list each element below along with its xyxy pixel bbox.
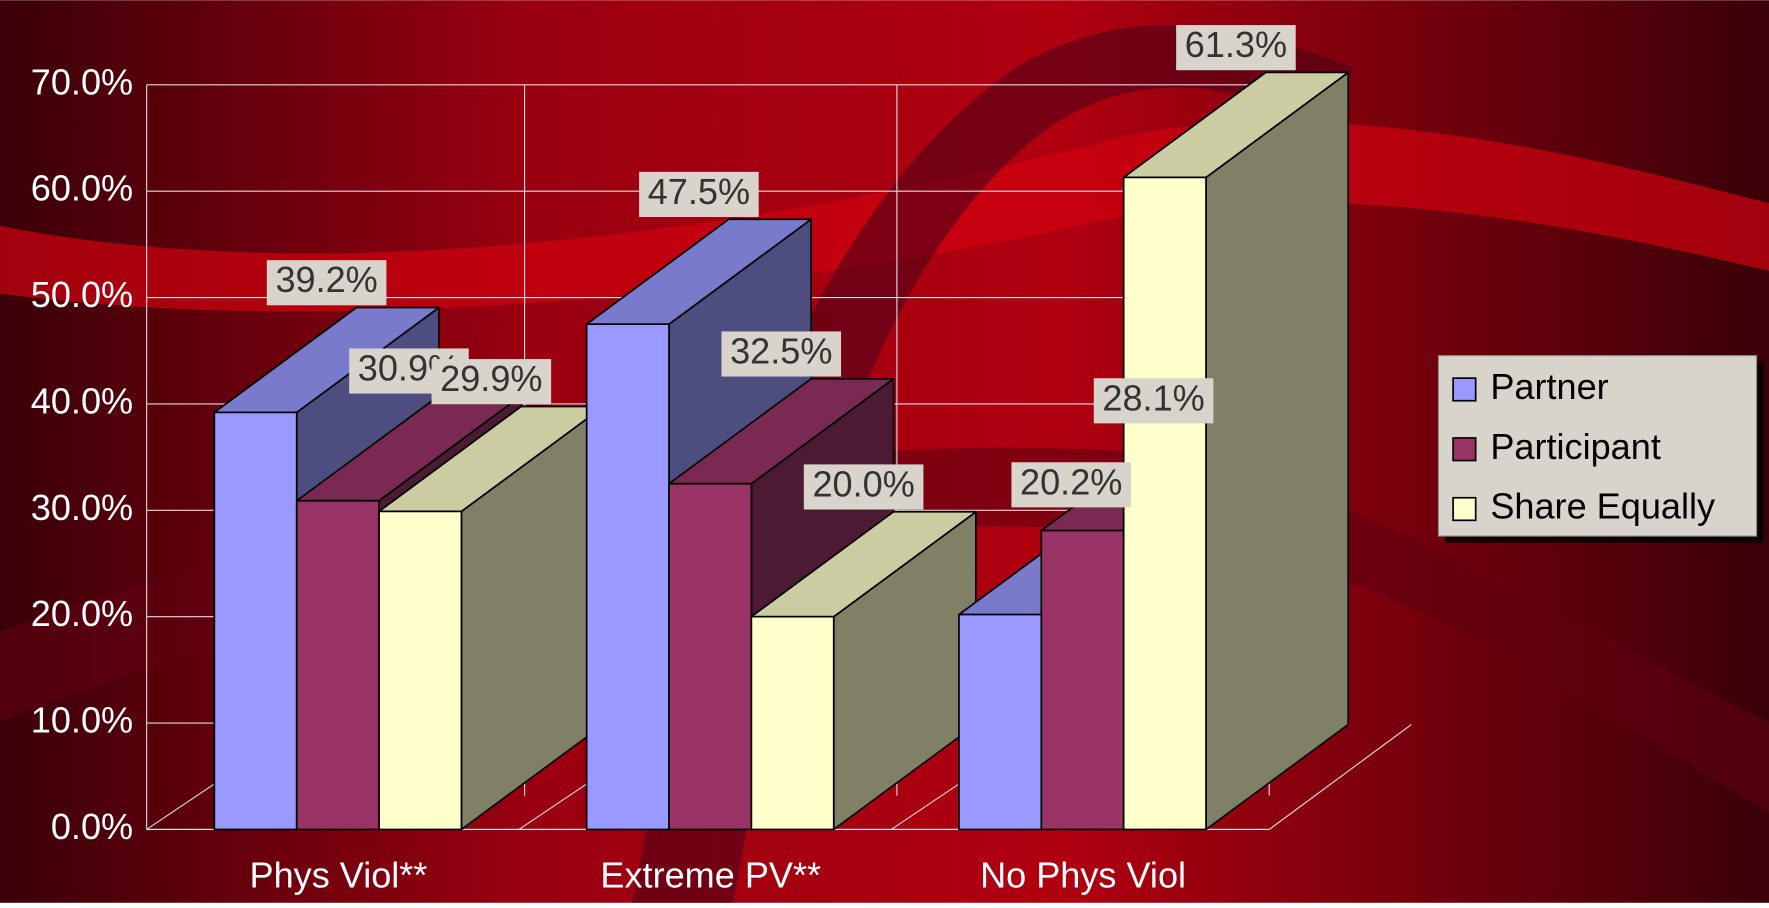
value-label: 29.9% <box>440 358 542 399</box>
value-label: 28.1% <box>1102 377 1204 418</box>
value-label-bg <box>431 359 552 405</box>
y-tick-label: 0.0% <box>51 806 133 847</box>
y-tick-label: 40.0% <box>31 380 133 421</box>
bar <box>750 615 835 831</box>
value-label-bg <box>266 260 387 306</box>
value-label: 20.0% <box>812 463 914 504</box>
value-label: 20.2% <box>1020 461 1122 502</box>
x-tick-label: Phys Viol** <box>250 854 428 895</box>
legend: Partner Participant Share Equally <box>1437 355 1764 543</box>
legend-swatch <box>1452 377 1477 402</box>
value-label-bg <box>639 171 759 217</box>
bar <box>958 613 1043 831</box>
bar <box>1040 529 1125 831</box>
bar <box>213 411 298 831</box>
y-tick-label: 10.0% <box>31 700 133 741</box>
value-label: 32.5% <box>730 331 832 372</box>
bar <box>668 482 753 831</box>
bar-side <box>1205 71 1350 831</box>
x-tick-label: No Phys Viol <box>980 854 1186 895</box>
value-label-bg <box>1093 378 1214 424</box>
legend-label: Participant <box>1490 426 1661 467</box>
bar <box>378 510 463 831</box>
value-label: 39.2% <box>275 259 377 300</box>
value-label-bg <box>1176 25 1296 71</box>
value-label: 61.3% <box>1185 24 1287 65</box>
x-tick-label: Extreme PV** <box>600 854 821 895</box>
value-label-bg <box>803 464 924 510</box>
legend-swatch <box>1452 437 1477 462</box>
legend-label: Share Equally <box>1490 486 1715 527</box>
value-label-bg <box>721 331 842 377</box>
y-tick-label: 20.0% <box>31 593 133 634</box>
bar <box>1122 176 1207 831</box>
y-tick-label: 30.0% <box>31 487 133 528</box>
floor-edge <box>1268 724 1412 830</box>
value-label-bg <box>1011 462 1132 508</box>
bar <box>585 323 670 831</box>
y-tick-label: 60.0% <box>31 168 133 209</box>
legend-label: Partner <box>1490 366 1608 407</box>
bar <box>295 499 380 831</box>
legend-swatch <box>1452 496 1477 522</box>
y-tick-label: 70.0% <box>31 61 133 102</box>
value-label: 47.5% <box>648 171 750 212</box>
legend-box <box>1437 355 1758 537</box>
y-tick-label: 50.0% <box>31 274 133 315</box>
